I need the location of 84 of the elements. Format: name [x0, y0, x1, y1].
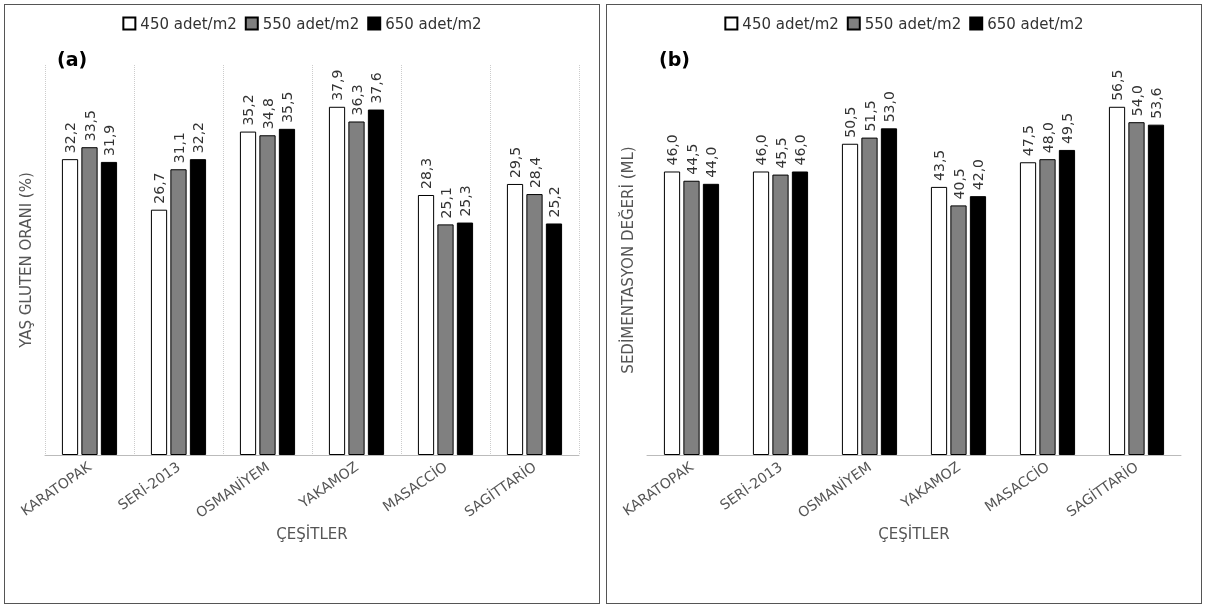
bar: [663, 171, 681, 455]
x-axis-title: ÇEŞİTLER: [878, 523, 950, 543]
data-label: 56,5: [1109, 69, 1126, 101]
bar: [239, 131, 257, 455]
data-label: 37,9: [329, 69, 346, 101]
legend-label: 550 adet/m2: [262, 14, 360, 33]
data-label: 32,2: [62, 121, 79, 154]
bar: [367, 109, 385, 455]
bar: [791, 171, 809, 455]
bar: [702, 183, 720, 455]
bar: [1147, 124, 1165, 455]
legend-label: 450 adet/m2: [140, 14, 237, 33]
y-axis-title: YAŞ GLUTEN ORANI (%): [16, 172, 35, 349]
x-axis-title: ÇEŞİTLER: [276, 523, 348, 543]
data-label: 37,6: [367, 72, 384, 104]
bar: [150, 209, 168, 455]
bar: [880, 128, 898, 455]
bar: [437, 224, 454, 455]
data-label: 50,5: [842, 106, 859, 138]
data-label: 45,5: [772, 137, 789, 169]
bar: [348, 121, 365, 455]
text: (a): [57, 47, 88, 70]
data-label: 51,5: [861, 100, 878, 132]
bar: [278, 128, 296, 455]
data-label: 44,5: [683, 143, 700, 175]
data-label: 54,0: [1128, 85, 1145, 117]
data-label: 36,3: [348, 84, 365, 116]
bar: [506, 183, 524, 455]
bar: [1039, 159, 1056, 455]
data-label: 31,1: [170, 132, 187, 164]
data-label: 35,2: [240, 94, 257, 126]
data-label: 47,5: [1020, 125, 1037, 157]
data-label: 46,0: [753, 134, 770, 166]
bar: [61, 159, 79, 455]
bar: [861, 137, 878, 455]
data-label: 31,9: [100, 124, 117, 156]
data-label: 53,6: [1147, 87, 1164, 119]
bar: [456, 222, 474, 455]
legend-label: 650 adet/m2: [987, 14, 1084, 33]
data-label: 46,0: [791, 134, 808, 166]
bar: [545, 223, 563, 455]
data-label: 32,2: [189, 121, 206, 154]
bar: [752, 171, 770, 455]
bar: [328, 106, 346, 455]
data-label: 28,3: [418, 157, 435, 189]
legend-label: 450 adet/m2: [742, 14, 839, 33]
bar: [969, 196, 987, 455]
text: (b): [659, 47, 690, 70]
bar: [189, 159, 207, 455]
data-label: 35,5: [278, 91, 295, 123]
bar: [259, 135, 276, 455]
data-label: 25,1: [437, 187, 454, 219]
data-label: 43,5: [931, 149, 948, 181]
data-label: 44,0: [702, 146, 719, 178]
data-label: 26,7: [151, 172, 168, 204]
bar: [930, 186, 948, 455]
legend-label: 650 adet/m2: [385, 14, 482, 33]
data-label: 48,0: [1039, 122, 1056, 154]
bar: [683, 180, 700, 455]
data-label: 40,5: [950, 168, 967, 200]
data-label: 25,2: [545, 186, 562, 218]
data-label: 33,5: [81, 110, 98, 142]
data-label: 42,0: [969, 158, 986, 191]
bar: [950, 205, 967, 455]
bar: [1019, 162, 1037, 455]
bar: [170, 169, 187, 455]
bar: [417, 194, 435, 455]
y-axis-title: SEDİMENTASYON DEĞERİ (ML): [617, 146, 637, 374]
bar: [1128, 122, 1145, 455]
legend-label: 550 adet/m2: [864, 14, 962, 33]
data-label: 25,3: [456, 185, 473, 217]
bar: [81, 147, 98, 455]
data-label: 34,8: [259, 98, 276, 130]
bar: [526, 194, 543, 455]
data-label: 46,0: [664, 134, 681, 166]
data-label: 28,4: [526, 156, 543, 189]
bar: [841, 143, 859, 455]
bar: [1058, 149, 1076, 455]
bar: [100, 161, 118, 455]
bar: [1108, 106, 1126, 455]
data-label: 49,5: [1058, 112, 1075, 144]
bar: [772, 174, 789, 455]
data-label: 53,0: [880, 91, 897, 123]
data-label: 29,5: [507, 146, 524, 178]
